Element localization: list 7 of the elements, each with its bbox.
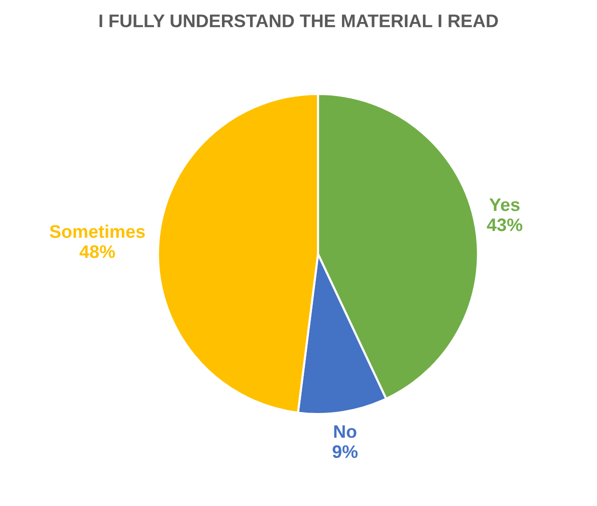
data-label: 9% xyxy=(332,445,358,458)
data-label: 48% xyxy=(80,245,115,258)
data-label: 43% xyxy=(486,218,522,232)
slice-label: Yes xyxy=(489,198,520,212)
slice-label: Sometimes xyxy=(50,224,145,238)
chart-title: I FULLY UNDERSTAND THE MATERIAL I READ xyxy=(100,14,498,28)
slice-label: No xyxy=(334,425,356,438)
